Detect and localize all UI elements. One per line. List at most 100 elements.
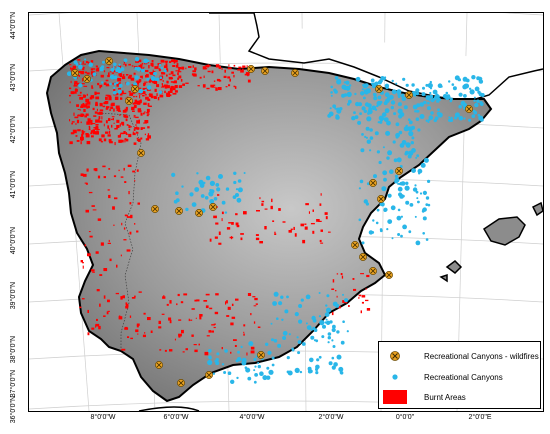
burnt-area-patch <box>133 102 138 105</box>
burnt-area-patch <box>99 274 103 276</box>
recreational-canyon-point <box>365 136 368 139</box>
recreational-canyon-point <box>353 111 356 114</box>
burnt-area-patch <box>125 132 127 135</box>
burnt-area-patch <box>237 69 241 71</box>
burnt-area-patch <box>221 347 223 350</box>
burnt-area-patch <box>110 118 113 120</box>
recreational-canyon-point <box>245 367 251 373</box>
recreational-canyon-point <box>88 62 93 67</box>
burnt-area-patch <box>328 231 331 233</box>
lon-label-6w: 6°0'0"W <box>163 414 189 421</box>
recreational-canyon-point <box>366 139 371 144</box>
recreational-canyon-point <box>342 320 345 324</box>
recreational-canyon-point <box>298 319 303 324</box>
burnt-area-patch <box>83 85 88 87</box>
burnt-area-patch <box>141 91 146 95</box>
burnt-area-patch <box>69 87 72 90</box>
burnt-area-patch <box>170 85 174 89</box>
burnt-area-patch <box>231 236 233 240</box>
cyan-dot-icon <box>392 374 398 380</box>
recreational-canyon-point <box>417 200 420 204</box>
burnt-area-patch <box>223 75 227 78</box>
recreational-canyon-point <box>403 105 408 110</box>
recreational-canyon-point <box>120 67 125 72</box>
burnt-area-patch <box>111 102 115 106</box>
recreational-canyon-point <box>400 234 403 238</box>
recreational-canyon-point <box>224 349 228 353</box>
recreational-canyon-point <box>268 369 274 375</box>
burnt-area-patch <box>69 141 73 145</box>
burnt-area-patch <box>147 113 150 115</box>
recreational-canyon-point <box>336 79 342 85</box>
recreational-canyon-point <box>336 330 340 334</box>
recreational-canyon-point <box>115 68 120 73</box>
recreational-canyon-point <box>270 322 273 325</box>
recreational-canyon-point <box>341 84 347 90</box>
burnt-area-patch <box>176 303 178 306</box>
burnt-area-patch <box>119 114 121 116</box>
recreational-canyon-point <box>422 232 426 235</box>
recreational-canyon-point <box>235 359 239 363</box>
burnt-area-patch <box>91 205 95 207</box>
burnt-area-patch <box>77 74 80 77</box>
burnt-area-patch <box>161 83 163 86</box>
burnt-area-patch <box>130 337 133 340</box>
burnt-area-patch <box>123 131 126 134</box>
burnt-area-patch <box>247 75 249 77</box>
burnt-area-patch <box>108 95 110 98</box>
map-frame <box>28 12 544 412</box>
burnt-area-patch <box>87 309 89 313</box>
burnt-area-patch <box>190 319 193 321</box>
burnt-area-patch <box>169 300 172 304</box>
burnt-area-patch <box>114 96 119 100</box>
burnt-area-patch <box>203 75 205 78</box>
recreational-canyon-point <box>339 107 343 111</box>
burnt-area-patch <box>264 226 267 230</box>
recreational-canyon-point <box>330 94 333 97</box>
recreational-canyon-point <box>185 207 189 212</box>
burnt-area-patch <box>141 127 146 129</box>
canyon-wildfire-marker <box>405 91 413 99</box>
recreational-canyon-point <box>415 156 418 159</box>
burnt-area-patch <box>100 242 104 246</box>
burnt-area-patch <box>88 125 90 128</box>
recreational-canyon-point <box>370 78 375 83</box>
burnt-area-patch <box>253 305 257 307</box>
recreational-canyon-point <box>387 193 392 198</box>
burnt-area-patch <box>160 86 165 88</box>
canyon-wildfire-marker <box>375 85 383 93</box>
recreational-canyon-point <box>472 109 476 113</box>
recreational-canyon-point <box>237 350 240 354</box>
burnt-area-patch <box>215 87 218 91</box>
burnt-area-patch <box>310 223 315 225</box>
burnt-area-patch <box>325 216 328 220</box>
recreational-canyon-point <box>458 115 464 121</box>
recreational-canyon-point <box>405 200 410 205</box>
recreational-canyon-point <box>223 371 227 374</box>
recreational-canyon-point <box>407 154 412 159</box>
recreational-canyon-point <box>385 98 390 104</box>
recreational-canyon-point <box>428 99 431 102</box>
burnt-area-patch <box>101 116 103 120</box>
recreational-canyon-point <box>396 215 402 221</box>
burnt-area-patch <box>102 105 106 108</box>
burnt-area-patch <box>97 82 100 86</box>
recreational-canyon-point <box>362 83 368 89</box>
burnt-area-patch <box>199 316 202 320</box>
burnt-area-patch <box>358 297 360 299</box>
burnt-area-patch <box>236 224 240 228</box>
canyon-wildfire-marker <box>137 149 145 157</box>
burnt-area-patch <box>312 230 315 234</box>
burnt-area-patch <box>100 140 103 143</box>
burnt-area-patch <box>218 242 222 245</box>
iberian-peninsula <box>45 49 493 403</box>
burnt-area-patch <box>148 65 150 69</box>
legend-item-canyons: Recreational Canyons <box>379 369 540 385</box>
burnt-area-patch <box>180 79 183 82</box>
burnt-area-patch <box>218 66 221 69</box>
burnt-area-patch <box>87 105 90 109</box>
burnt-area-patch <box>78 75 80 77</box>
recreational-canyon-point <box>299 370 303 374</box>
burnt-area-patch <box>91 327 95 330</box>
recreational-canyon-point <box>125 81 130 86</box>
